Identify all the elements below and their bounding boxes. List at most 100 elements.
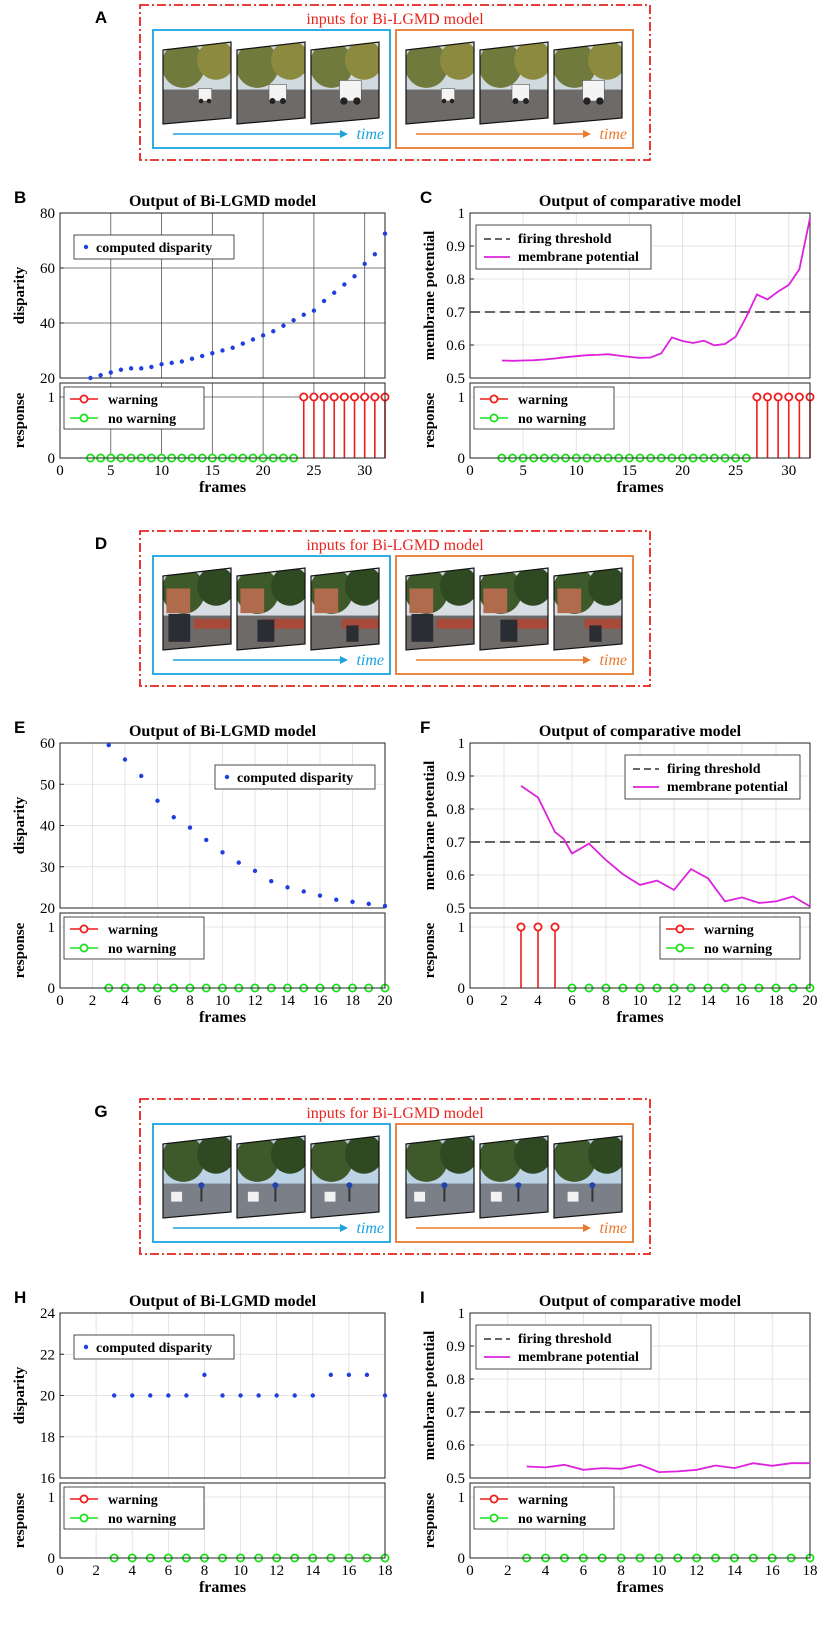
scene-car [247, 1191, 259, 1202]
scene-wheel [269, 98, 276, 105]
x-tick-label: 25 [728, 463, 743, 479]
warning-marker [516, 922, 526, 932]
disparity-point [252, 868, 258, 874]
frame-border [553, 41, 623, 125]
response-legend-box [473, 1486, 615, 1530]
disparity-point [179, 359, 185, 364]
y-tick-label: 18 [40, 1430, 55, 1446]
chart-title: Output of comparative model [539, 193, 742, 210]
chart-E: E Output of Bi-LGMD model2030405060dispar… [12, 718, 393, 1026]
x-tick-label: 14 [701, 993, 717, 1009]
disparity-point [291, 318, 296, 323]
disparity-point [281, 323, 286, 328]
y-tick-label: 80 [40, 206, 55, 222]
disparity-point [130, 1393, 135, 1398]
x-tick-label: 20 [803, 993, 818, 1009]
legend-disparity-swatch [83, 244, 89, 250]
chart-title: Output of comparative model [539, 723, 742, 740]
warning-marker [350, 392, 360, 402]
time-arrowhead [340, 656, 348, 664]
scene-wheel [279, 98, 286, 105]
panel-letter: F [420, 718, 430, 737]
scene-tree [271, 1136, 305, 1174]
y-tick-label: 0.6 [446, 338, 465, 354]
y-tick-label: 1 [458, 206, 466, 222]
time-label: time [599, 1220, 627, 1237]
legend-label: firing threshold [518, 1332, 612, 1347]
input-frame [163, 1136, 231, 1218]
x-tick-label: 2 [500, 993, 508, 1009]
input-frame [311, 568, 379, 650]
frame-border [405, 41, 475, 125]
legend-no-warning-marker [489, 413, 499, 423]
scene-bike-lane [584, 618, 622, 629]
response-axis-label: response [422, 922, 438, 978]
scene-van [441, 88, 455, 102]
disparity-point [350, 899, 355, 905]
input-frame [554, 568, 622, 650]
scene-tree [514, 42, 548, 80]
legend-disparity-swatch [224, 774, 230, 780]
x-tick-label: 16 [765, 1563, 781, 1579]
scene-tree [554, 42, 597, 88]
scene-tree [237, 1136, 280, 1182]
frame-border [310, 1135, 380, 1219]
disparity-point [250, 337, 256, 342]
frame-border [236, 1135, 306, 1219]
y-tick-label: 0.8 [446, 1372, 465, 1388]
x-tick-label: 8 [617, 1563, 625, 1579]
disparity-point [334, 897, 339, 902]
scene-car [567, 1191, 579, 1202]
response-legend-box [63, 916, 205, 960]
scene-sign-pole [274, 1185, 277, 1202]
scene-tree [588, 42, 622, 80]
legend-label: no warning [518, 1512, 586, 1527]
y-tick-label: 0.5 [446, 901, 465, 917]
y-tick-label: 0.9 [446, 1339, 465, 1355]
chart-title: Output of Bi-LGMD model [129, 193, 317, 210]
scene-wheel [198, 98, 204, 104]
disparity-point [108, 370, 113, 375]
x-tick-label: 14 [727, 1563, 743, 1579]
x-tick-label: 6 [154, 993, 162, 1009]
warning-marker [370, 392, 380, 402]
scene-bike-lane [267, 618, 305, 629]
disparity-point [310, 1393, 315, 1398]
x-tick-label: 16 [735, 993, 751, 1009]
legend-label: no warning [108, 412, 176, 427]
scene-building [483, 588, 508, 614]
x-tick-label: 0 [466, 463, 474, 479]
scene-wheel [596, 97, 604, 105]
legend-label: warning [108, 1493, 158, 1508]
legend-no-warning-marker [79, 413, 89, 423]
disparity-point [166, 1393, 171, 1398]
y-tick-label: 20 [40, 371, 55, 387]
y-axis-label: disparity [12, 796, 28, 854]
disparity-point [372, 252, 378, 257]
y-tick-label: 0.9 [446, 239, 465, 255]
scene-wheel [441, 98, 447, 104]
time-arrowhead [340, 1224, 348, 1232]
disparity-point [199, 353, 205, 359]
response-y-tick-label: 0 [48, 451, 56, 467]
chart-H: H Output of Bi-LGMD model1618202224dispar… [12, 1288, 393, 1596]
x-tick-label: 10 [215, 993, 230, 1009]
x-tick-label: 2 [89, 993, 97, 1009]
legend-label: warning [518, 393, 568, 408]
response-y-tick-label: 0 [48, 981, 56, 997]
legend-warning-marker [79, 924, 89, 934]
warning-marker [339, 392, 349, 402]
disparity-point [111, 1393, 117, 1398]
scene-car [168, 613, 191, 642]
scene-tree [345, 568, 379, 606]
chart-F: F Output of comparative model 0.5 0.6 0.7 0.8… [420, 718, 818, 1026]
scene-tree [163, 1136, 206, 1182]
input-frame [237, 568, 305, 650]
disparity-point [118, 367, 124, 372]
legend-warning-marker [79, 394, 89, 404]
scene-tree [514, 568, 548, 606]
scene-sign-pole [200, 1185, 203, 1202]
x-tick-label: 12 [269, 1563, 284, 1579]
x-tick-label: 18 [769, 993, 784, 1009]
